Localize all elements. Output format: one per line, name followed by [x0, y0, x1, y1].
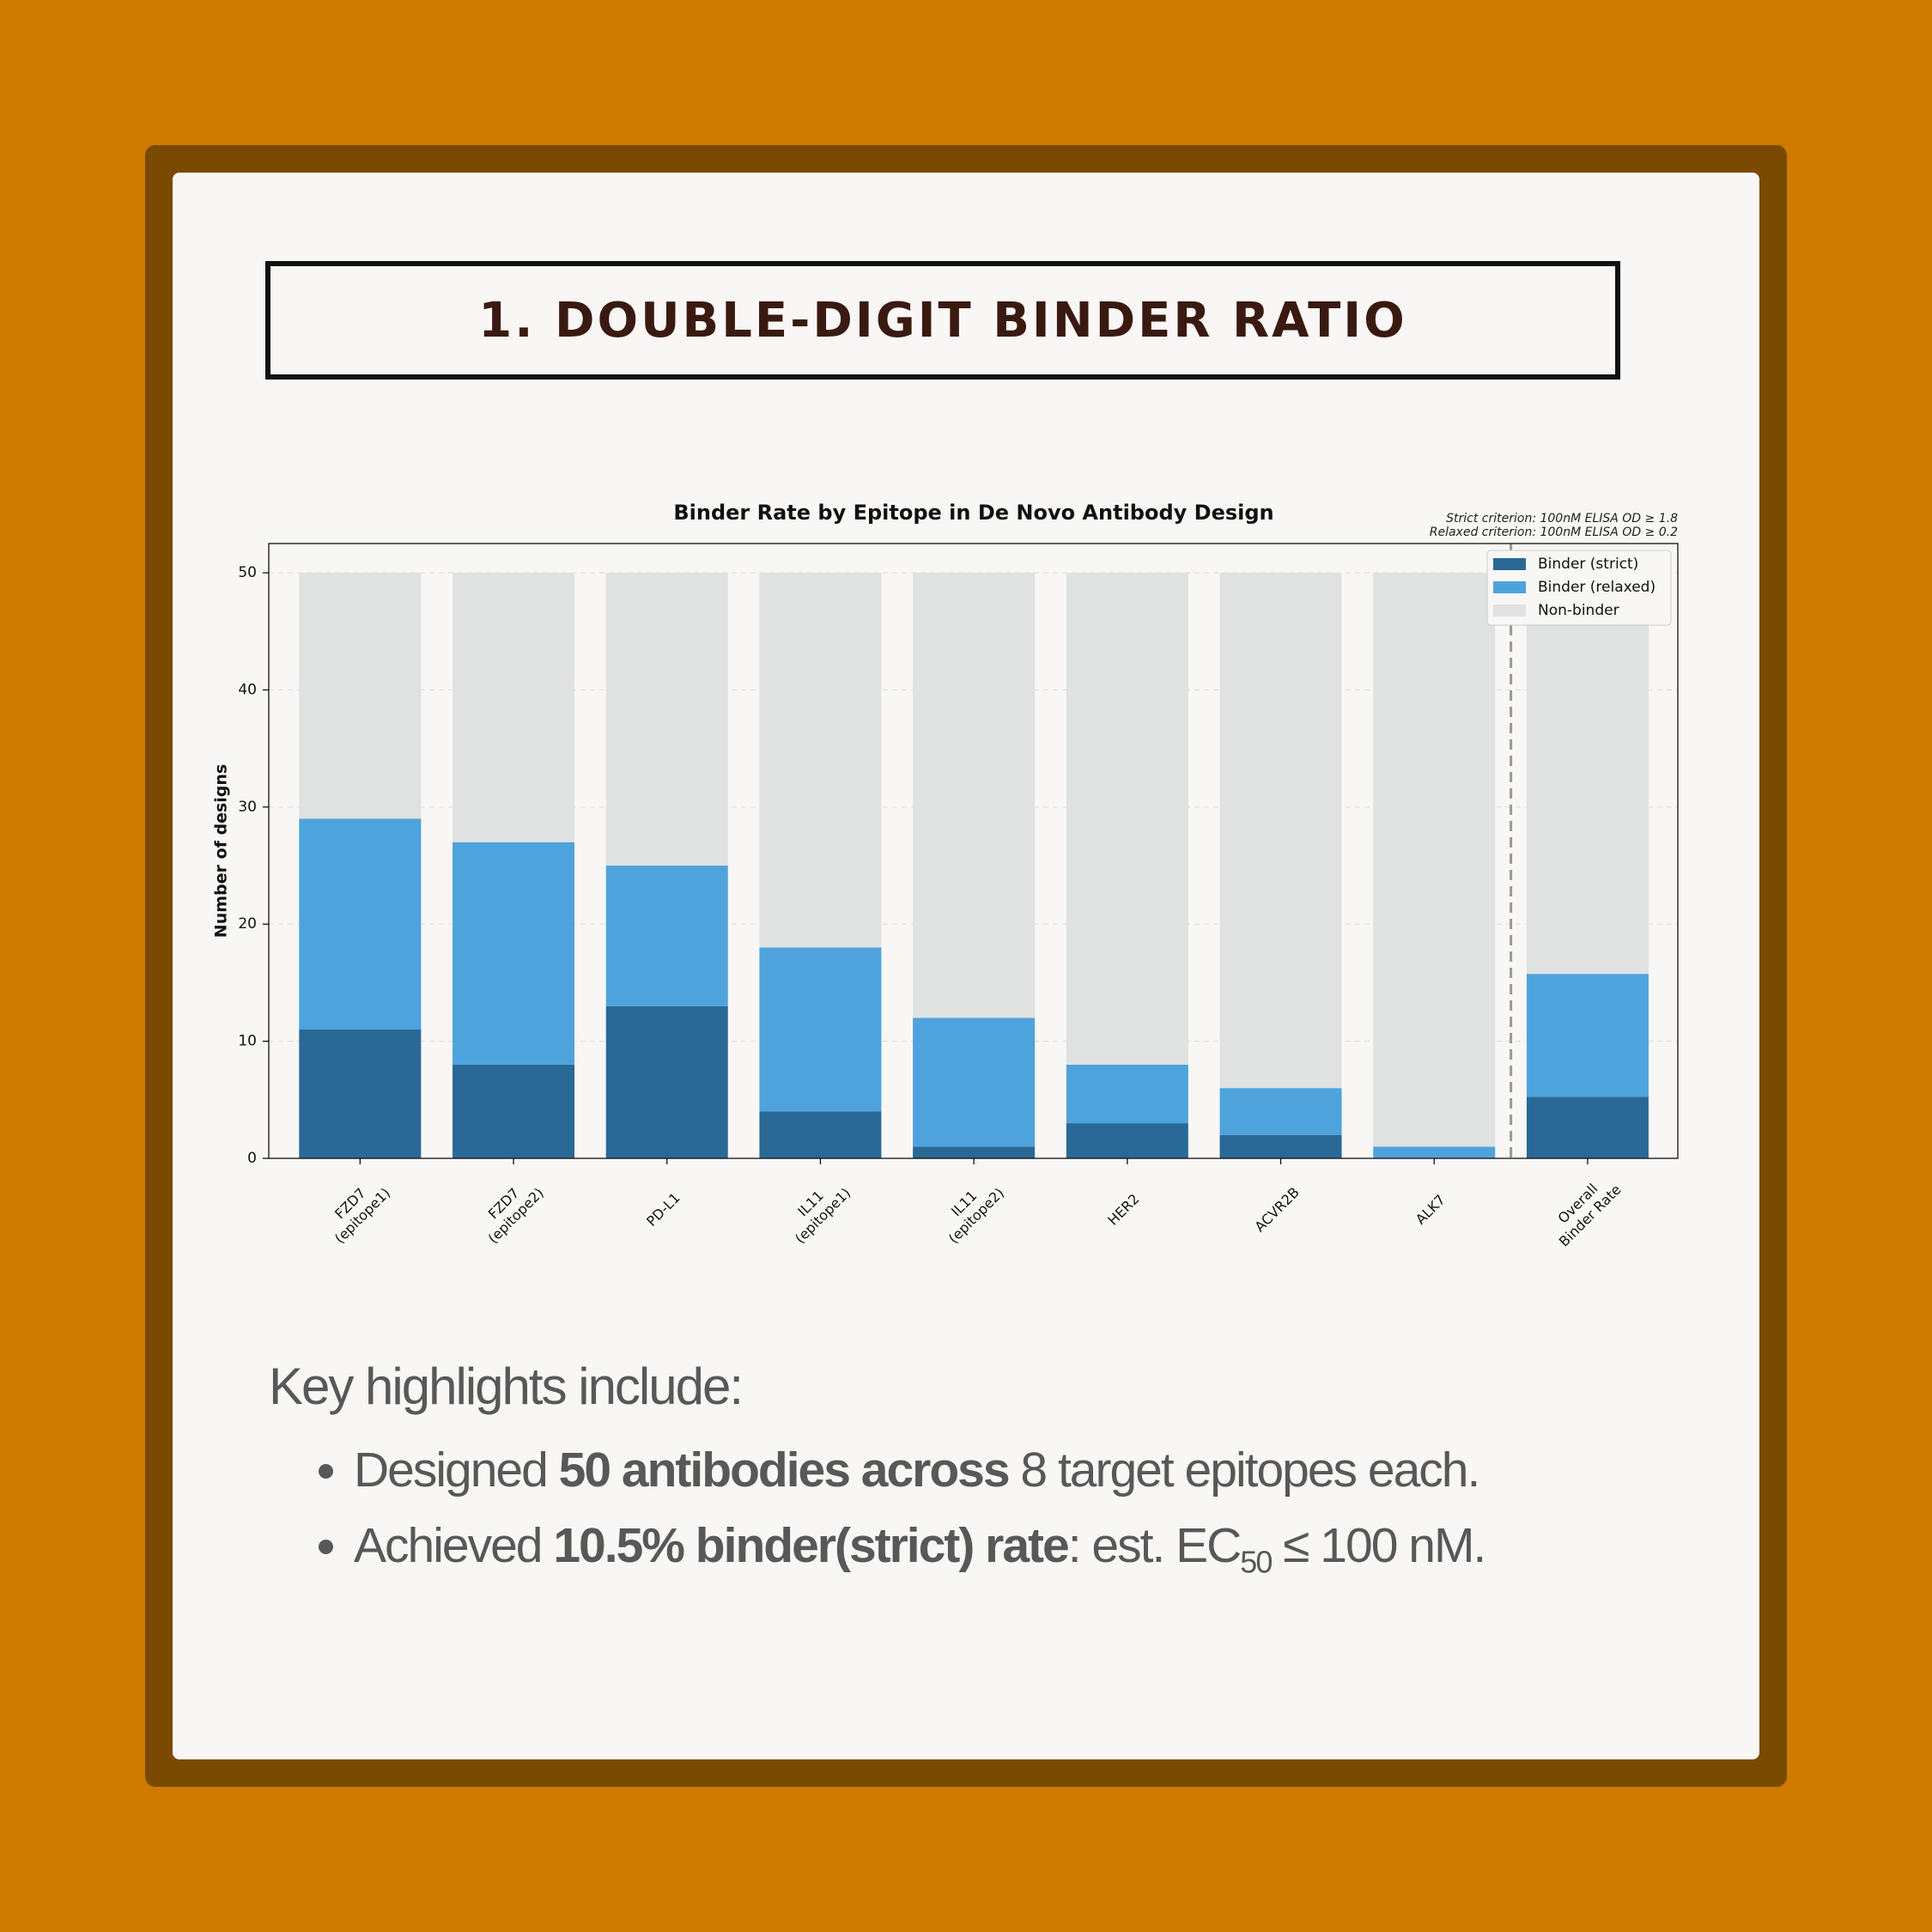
bar-segment — [605, 573, 728, 866]
bar-segment — [913, 1146, 1036, 1158]
legend-swatch — [1493, 605, 1526, 617]
note: Strict criterion: 100nM ELISA OD ≥ 1.8 — [1446, 512, 1678, 526]
bullet: Designed 50 antibodies across 8 target e… — [354, 1442, 1485, 1498]
x-tick-label: HER2 — [1104, 1190, 1142, 1228]
legend-label: Binder (strict) — [1538, 556, 1638, 573]
bar-segment — [1219, 1134, 1342, 1158]
bar-segment — [1066, 573, 1188, 1065]
note: Relaxed criterion: 100nM ELISA OD ≥ 0.2 — [1430, 526, 1678, 539]
bullet-text: 50 antibodies across — [558, 1443, 1011, 1498]
legend-label: Binder (relaxed) — [1538, 579, 1656, 596]
legend-swatch — [1493, 558, 1526, 570]
x-tick-label-line: PD-L1 — [643, 1189, 683, 1230]
bar-segment — [1373, 573, 1496, 1147]
y-tick-label: 20 — [238, 915, 257, 933]
bar-segment — [299, 818, 422, 1030]
bar-segment — [759, 1111, 882, 1158]
bullet-text: 8 target epitopes each. — [1008, 1443, 1480, 1498]
x-tick-label-line: HER2 — [1104, 1190, 1142, 1228]
intro: Key highlights include: — [269, 1358, 744, 1415]
bar-segment — [1526, 974, 1649, 1097]
x-tick-label-line: ACVR2B — [1251, 1184, 1302, 1235]
bar-segment — [913, 573, 1036, 1018]
x-tick-label: IL11(epitope1) — [780, 1172, 854, 1246]
y-tick-label: 50 — [238, 564, 257, 581]
bar-segment — [605, 1005, 728, 1158]
y-tick-label: 0 — [247, 1150, 257, 1167]
bullet-text: Achieved — [354, 1518, 554, 1573]
bar-segment — [1526, 573, 1649, 975]
bullet-text: 10.5% binder(strict) rate — [553, 1518, 1069, 1573]
bar-segment — [913, 1018, 1036, 1147]
bullet-text: Designed — [354, 1443, 559, 1498]
x-tick-label: ACVR2B — [1251, 1184, 1302, 1235]
bar-segment — [453, 841, 575, 1065]
bar-segment — [1066, 1123, 1188, 1158]
x-tick-label: OverallBinder Rate — [1543, 1169, 1624, 1249]
bar-segment — [1526, 1097, 1649, 1158]
bar-segment — [759, 947, 882, 1112]
heading: 1. DOUBLE-DIGIT BINDER RATIO — [265, 261, 1620, 380]
bar-segment — [299, 1029, 422, 1158]
bar-segment — [605, 866, 728, 1006]
bar-segment — [1066, 1064, 1188, 1124]
y-axis-label: Number of designs — [212, 764, 231, 938]
bullet: Achieved 10.5% binder(strict) rate: est.… — [354, 1517, 1486, 1580]
y-tick-label: 10 — [238, 1033, 257, 1050]
x-tick-label: FZD7(epitope2) — [472, 1172, 546, 1246]
bar-segment — [1373, 1146, 1496, 1158]
bar-segment — [1219, 1088, 1342, 1135]
x-tick-label-line: ALK7 — [1412, 1191, 1448, 1227]
x-tick-label: ALK7 — [1412, 1191, 1448, 1227]
legend-swatch — [1493, 581, 1526, 593]
chart-title: Binder Rate by Epitope in De Novo Antibo… — [673, 501, 1273, 525]
bullet-text: : est. EC — [1067, 1518, 1242, 1573]
bar-segment — [299, 573, 422, 819]
highlights: Key highlights include: Designed 50 anti… — [269, 1357, 1486, 1599]
chart: Binder Rate by Epitope in De Novo Antibo… — [212, 501, 1679, 1249]
bullet-text: ≤ 100 nM. — [1271, 1518, 1486, 1573]
x-tick-label: IL11(epitope2) — [933, 1172, 1006, 1246]
bar-segment — [453, 1064, 575, 1158]
y-tick-label: 40 — [238, 681, 257, 698]
x-tick-label: PD-L1 — [643, 1189, 683, 1230]
legend-box — [1486, 550, 1672, 626]
x-tick-label: FZD7(epitope1) — [319, 1172, 392, 1246]
bar-segment — [1219, 573, 1342, 1089]
bar-segment — [453, 573, 575, 842]
bar-segment — [759, 573, 882, 948]
bullet-text: 50 — [1240, 1544, 1273, 1580]
legend-label: Non-binder — [1538, 602, 1619, 619]
y-tick-label: 30 — [238, 799, 257, 816]
bullet-list: Designed 50 antibodies across 8 target e… — [269, 1442, 1486, 1580]
